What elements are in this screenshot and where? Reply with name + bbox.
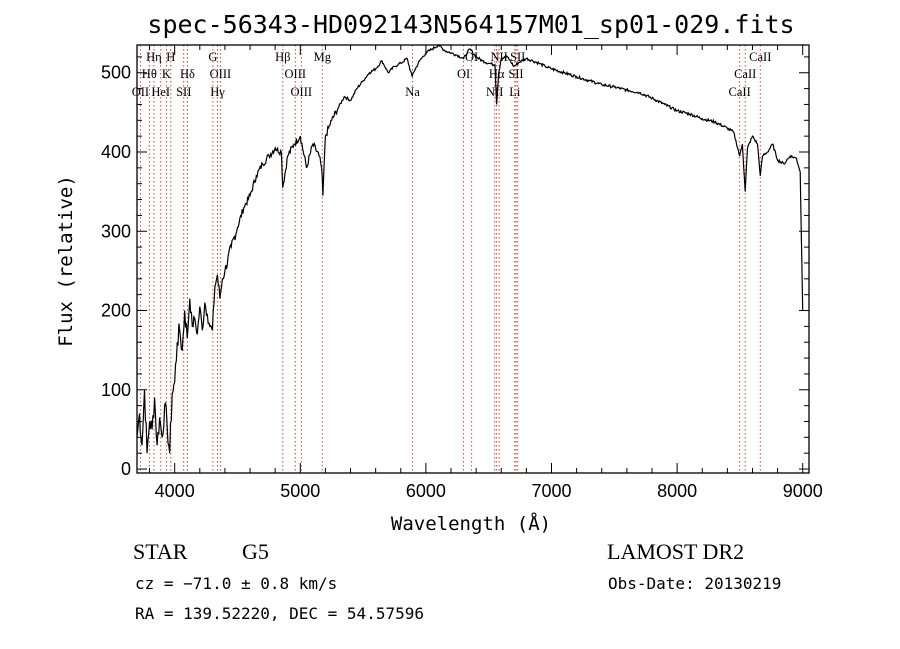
spectrum-line [136, 44, 804, 454]
x-tick-label: 8000 [657, 481, 697, 501]
plot-frame [136, 44, 810, 474]
line-marker-label: H [166, 50, 175, 64]
object-class: STAR [133, 539, 188, 564]
line-marker-label: SII [508, 67, 523, 81]
line-marker-label: OII [132, 85, 149, 99]
line-marker-label: OIII [291, 85, 313, 99]
line-marker-label: Hθ [142, 67, 157, 81]
line-marker-label: OI [465, 50, 478, 64]
line-marker-label: SII [176, 85, 191, 99]
line-marker-label: Li [509, 85, 521, 99]
y-tick-label: 300 [101, 221, 131, 241]
x-tick-label: 6000 [406, 481, 446, 501]
line-marker-label: Na [405, 85, 420, 99]
y-tick-label: 0 [121, 459, 131, 479]
observation-date: Obs-Date: 20130219 [608, 574, 782, 593]
line-marker-label: NII [486, 85, 503, 99]
line-marker-label: OIII [285, 67, 307, 81]
line-marker-label: CaII [729, 85, 751, 99]
survey-name: LAMOST DR2 [607, 539, 745, 564]
redshift-velocity: cz = −71.0 ± 0.8 km/s [135, 574, 338, 593]
line-marker-label: G [208, 50, 217, 64]
line-marker-label: Hγ [210, 85, 225, 99]
y-tick-label: 100 [101, 380, 131, 400]
line-marker-label: OI [457, 67, 470, 81]
y-tick-label: 500 [101, 63, 131, 83]
line-marker-label: HeI [151, 85, 170, 99]
x-axis-label: Wavelength (Å) [391, 512, 551, 535]
x-tick-label: 7000 [531, 481, 571, 501]
y-axis: 0 100 200 300 400 500 [101, 56, 809, 479]
emission-line-labels: OII Hθ Hη HeI KH SII Hδ G OIII Hγ Hβ OIII OIII Mg Na OI… [132, 50, 772, 99]
y-tick-label: 200 [101, 301, 131, 321]
chart-title: spec-56343-HD092143N564157M01_sp01-029.f… [147, 10, 794, 39]
line-marker-label: CaII [749, 50, 771, 64]
x-tick-label: 5000 [280, 481, 320, 501]
line-marker-label: SII [510, 50, 525, 64]
x-tick-label: 9000 [783, 481, 823, 501]
line-marker-label: Hδ [180, 67, 195, 81]
line-marker-label: OIII [210, 67, 232, 81]
emission-line-markers [139, 45, 761, 473]
line-marker-label: Hη [146, 50, 162, 64]
x-tick-label: 4000 [155, 481, 195, 501]
y-tick-label: 400 [101, 142, 131, 162]
coordinates: RA = 139.52220, DEC = 54.57596 [135, 604, 424, 623]
line-marker-label: CaII [734, 67, 756, 81]
object-subclass: G5 [242, 539, 269, 564]
y-axis-label: Flux (relative) [55, 175, 77, 347]
line-marker-label: NII [490, 50, 507, 64]
line-marker-label: Hα [489, 67, 505, 81]
line-marker-label: Mg [314, 50, 332, 64]
x-axis: 4000 5000 6000 7000 8000 9000 [149, 45, 823, 501]
line-marker-label: Hβ [275, 50, 290, 64]
line-marker-label: K [162, 67, 171, 81]
